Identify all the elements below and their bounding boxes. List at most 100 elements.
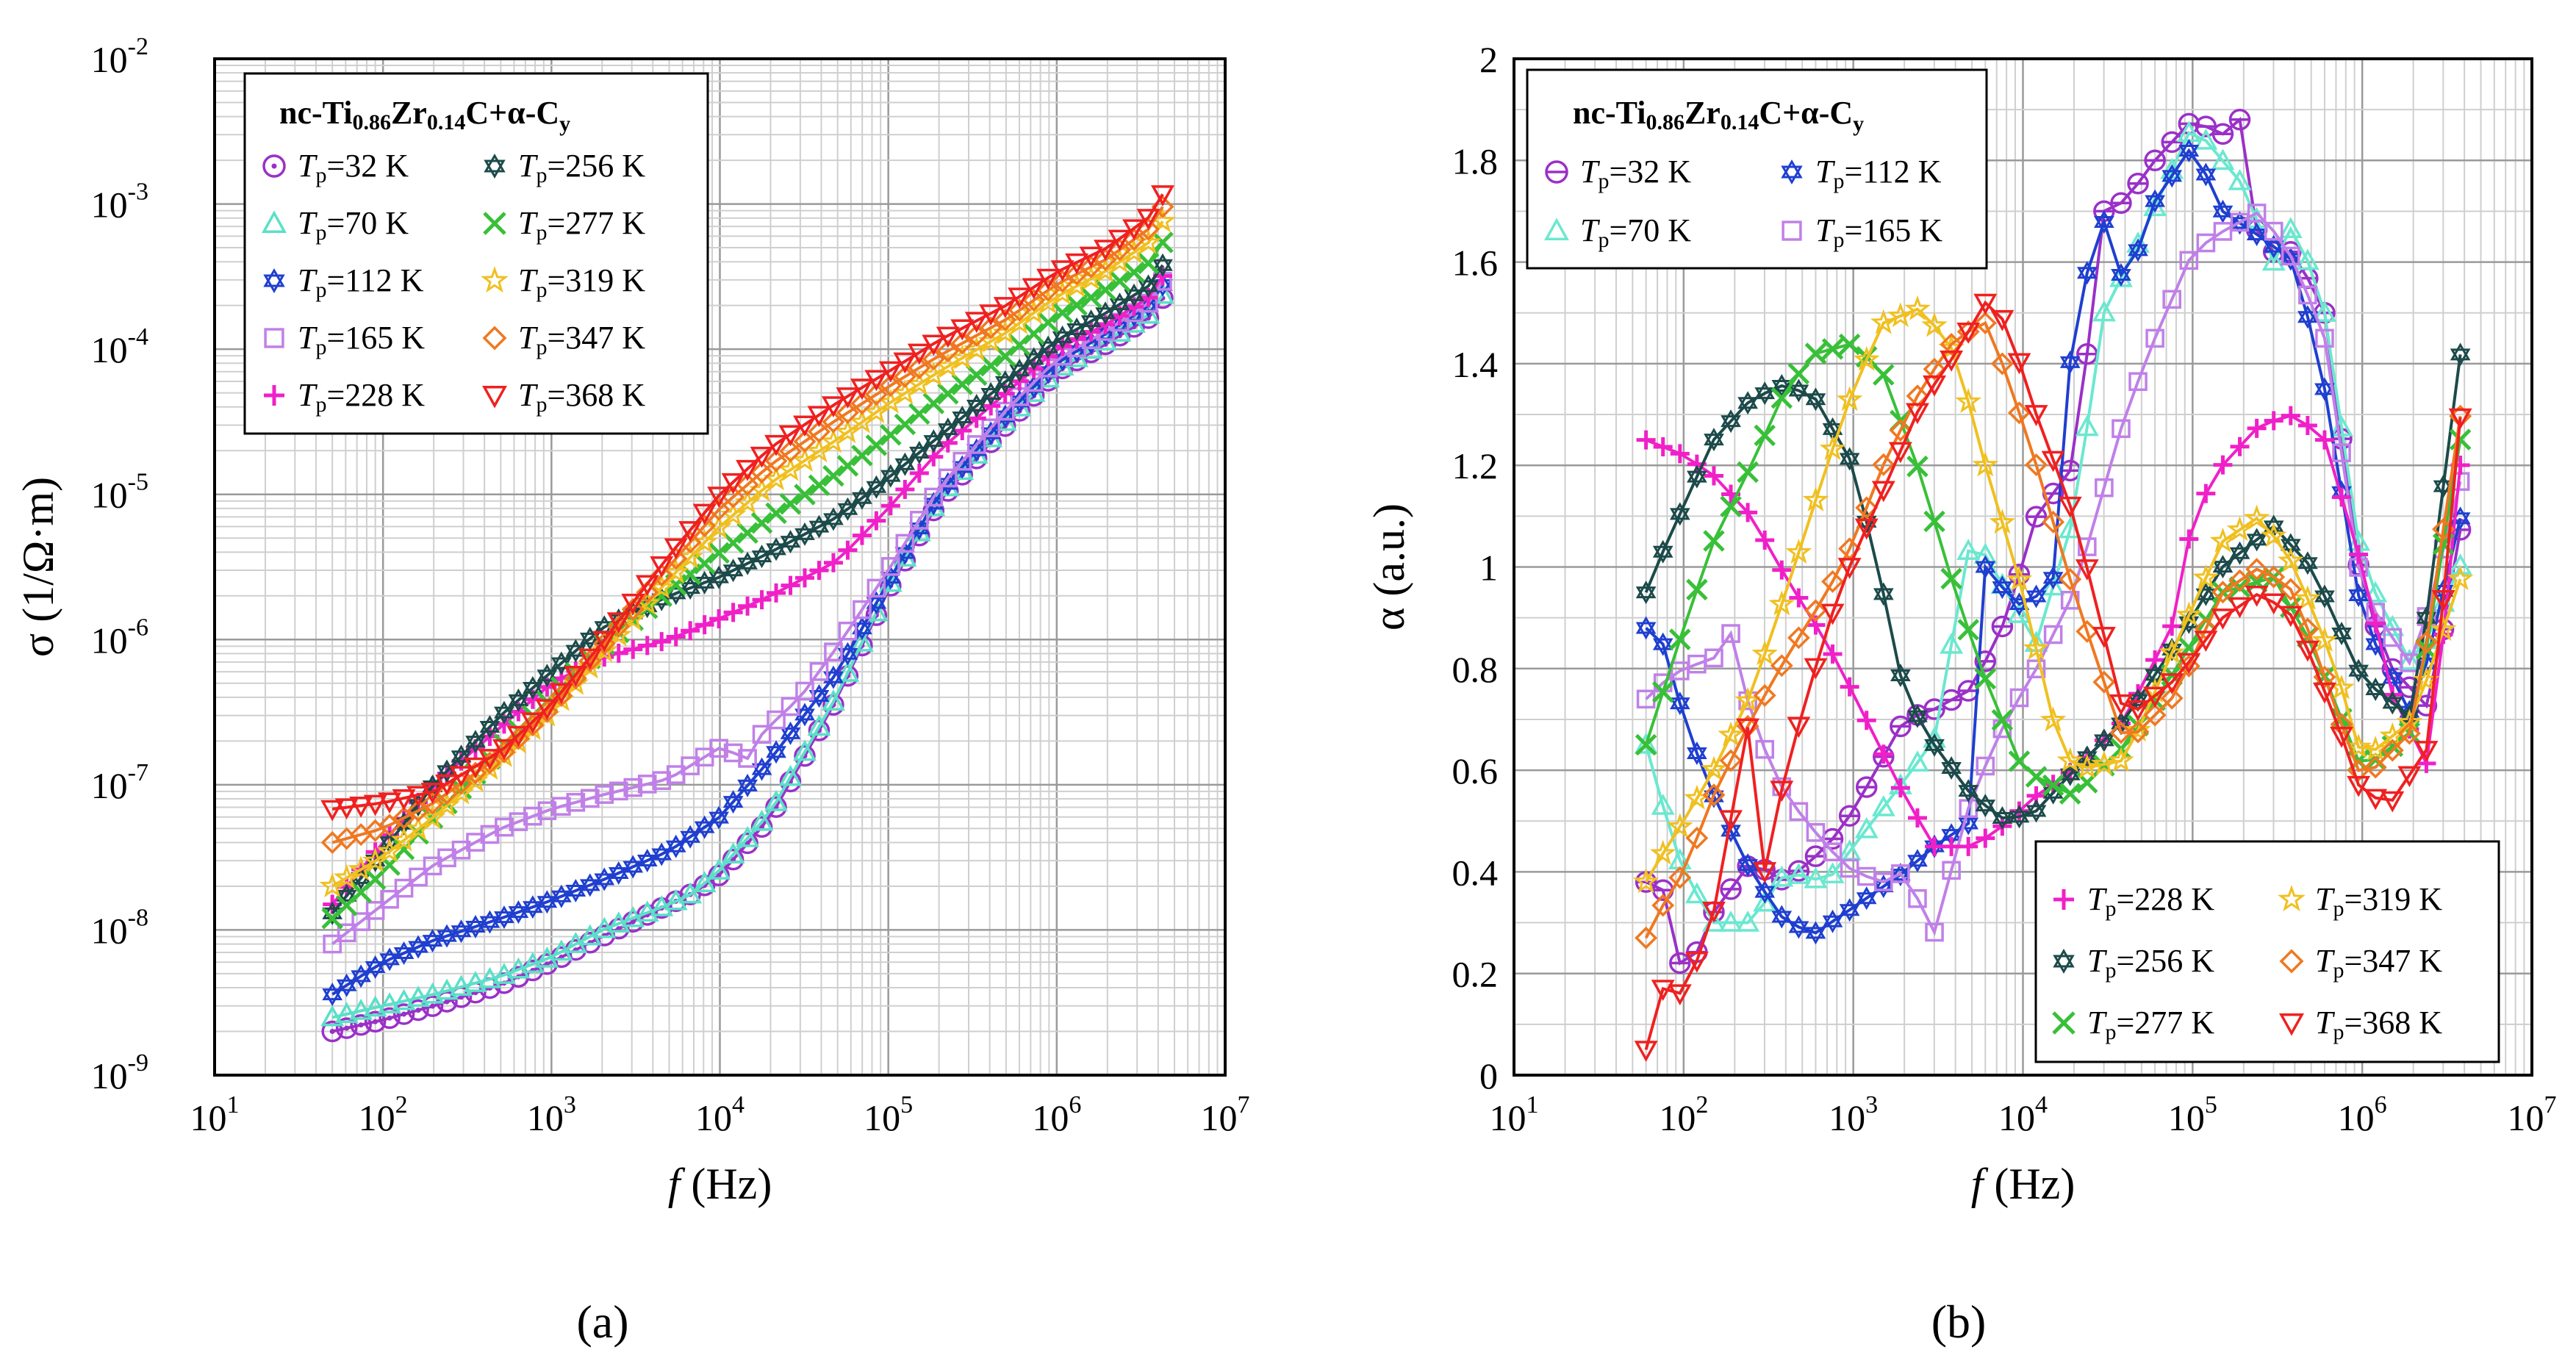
data-point [2042,510,2065,534]
data-point [1789,802,1809,822]
data-point [1992,575,2013,600]
data-point [1108,229,1132,251]
data-point [1873,744,1893,764]
data-point [1957,680,1979,702]
data-point [2025,453,2048,476]
data-point [2228,569,2252,592]
legend-label: Tp=228 K [2087,881,2214,921]
legend-label: Tp=319 K [518,262,645,302]
data-point [2075,414,2099,437]
legend-marker [482,326,507,351]
data-point [2094,728,2114,753]
data-point [738,596,758,616]
legend-top: nc-Ti0.86Zr0.14C+α-Cy Tp=32 K Tp=112 K Tp=7… [1526,68,1988,270]
data-point [1668,984,1692,1006]
series-line [1645,148,2462,935]
data-point [2263,234,2284,259]
data-point [866,591,887,615]
y-tick-label: 0.4 [1452,852,1499,893]
data-point [623,639,643,659]
data-point [2074,753,2100,779]
data-point [1668,866,1692,889]
data-point [1805,921,1826,945]
data-point [867,511,886,531]
x-axis-label: f (Hz) [1971,1160,2075,1208]
data-point [836,387,860,409]
data-point [348,855,374,881]
series-line [1644,307,2462,883]
data-point [1890,715,1912,738]
data-point [1854,816,1879,838]
data-point [965,324,989,348]
data-point [1066,294,1088,316]
data-point [2298,285,2317,305]
data-point [1736,718,1760,740]
data-point [1905,403,1929,425]
data-point [1022,278,1046,300]
series-line [1644,320,2462,939]
x-tick-label: 104 [1998,1091,2048,1138]
data-point [1651,680,1674,703]
data-point [2006,566,2033,592]
data-point [349,797,373,818]
data-point [520,952,545,974]
y-tick-label: 10-8 [91,904,148,951]
data-point [1992,806,2013,830]
data-point [1669,628,1691,650]
data-point [1804,658,1828,680]
data-point [2110,192,2132,215]
data-point [824,642,843,661]
data-point [2397,648,2422,670]
data-point [393,941,415,965]
data-point [2059,350,2081,374]
data-point [707,486,731,508]
data-point [937,382,959,405]
data-point [2314,430,2334,450]
data-point [966,435,986,454]
y-axis-label: σ (1/Ω·m) [14,477,62,657]
data-point [478,966,502,988]
data-point [2314,584,2335,608]
y-tick-label: 1.6 [1452,243,1499,284]
data-point [1703,530,1725,552]
data-point [1872,453,1895,476]
data-point [794,568,814,588]
data-point [2125,717,2151,742]
data-point [908,356,931,380]
data-point [2195,582,2217,606]
legend-entry: Tp=368 K [482,377,645,417]
data-point [2348,658,2369,683]
data-point [1051,301,1074,324]
y-tick-label: 2 [1479,39,1498,80]
data-point [1839,447,1860,471]
data-point [378,792,402,814]
data-point [2194,128,2218,150]
data-point [1095,301,1116,326]
data-point [565,879,586,903]
data-point [2111,262,2131,287]
data-point [1734,686,1761,712]
data-point [2261,593,2286,615]
data-point [1704,428,1724,452]
data-point [1940,351,1964,372]
data-point [1853,345,1880,371]
data-point [623,855,644,879]
data-point [793,430,817,453]
x-tick-label: 104 [695,1091,745,1138]
series-line [331,280,1164,946]
x-tick-label: 107 [2508,1091,2557,1138]
data-point [1737,461,1759,484]
data-point [1785,539,1812,564]
data-point [421,791,445,815]
data-point [1821,570,1845,593]
data-point [363,794,387,816]
data-point [2095,478,2114,498]
data-point [1701,755,1727,781]
legend-entry: Tp=347 K [2279,943,2442,983]
data-point [2076,261,2098,285]
data-point [552,797,571,816]
data-point [606,612,631,634]
y-tick-label: 1.8 [1452,140,1499,182]
data-point [1022,289,1046,312]
data-point [2042,566,2064,590]
